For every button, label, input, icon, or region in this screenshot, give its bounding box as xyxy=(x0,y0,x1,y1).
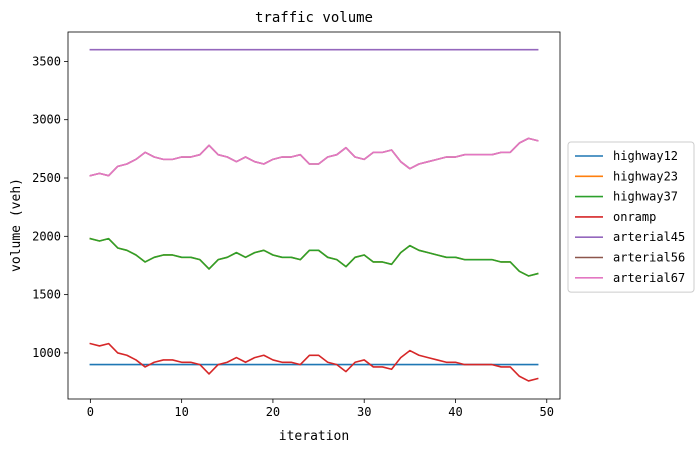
x-tick-label: 20 xyxy=(266,405,280,419)
legend-label-highway37: highway37 xyxy=(613,190,678,204)
y-tick-label: 2500 xyxy=(32,171,61,185)
y-tick-label: 3500 xyxy=(32,54,61,68)
y-tick-label: 1000 xyxy=(32,346,61,360)
legend-label-onramp: onramp xyxy=(613,210,656,224)
legend-label-highway23: highway23 xyxy=(613,169,678,183)
x-tick-label: 30 xyxy=(357,405,371,419)
legend-label-arterial45: arterial45 xyxy=(613,230,685,244)
chart-title: traffic volume xyxy=(255,10,373,26)
legend-box xyxy=(567,141,695,293)
series-line-arterial67 xyxy=(89,137,539,177)
legend-label-arterial67: arterial67 xyxy=(613,271,685,285)
series-line-highway37 xyxy=(89,237,539,277)
plot-area: 0 10 20 30 40 50 1000 1500 2000 2500 3000 3500 xyxy=(32,31,561,419)
legend-label-arterial56: arterial56 xyxy=(613,251,685,265)
x-axis-label: iteration xyxy=(279,429,349,444)
x-tick-label: 40 xyxy=(448,405,462,419)
legend: highway12 highway23 highway37 onramp arteria… xyxy=(567,141,695,293)
y-tick-label: 1500 xyxy=(32,288,61,302)
x-tick-label: 50 xyxy=(540,405,554,419)
y-tick-label: 3000 xyxy=(32,113,61,127)
plot-frame xyxy=(67,31,561,400)
x-tick-label: 10 xyxy=(174,405,188,419)
y-tick-label: 2000 xyxy=(32,229,61,243)
series-line-onramp xyxy=(89,342,539,382)
legend-label-highway12: highway12 xyxy=(613,149,678,163)
y-axis-label: volume (veh) xyxy=(9,178,24,272)
x-tick-label: 0 xyxy=(87,405,94,419)
